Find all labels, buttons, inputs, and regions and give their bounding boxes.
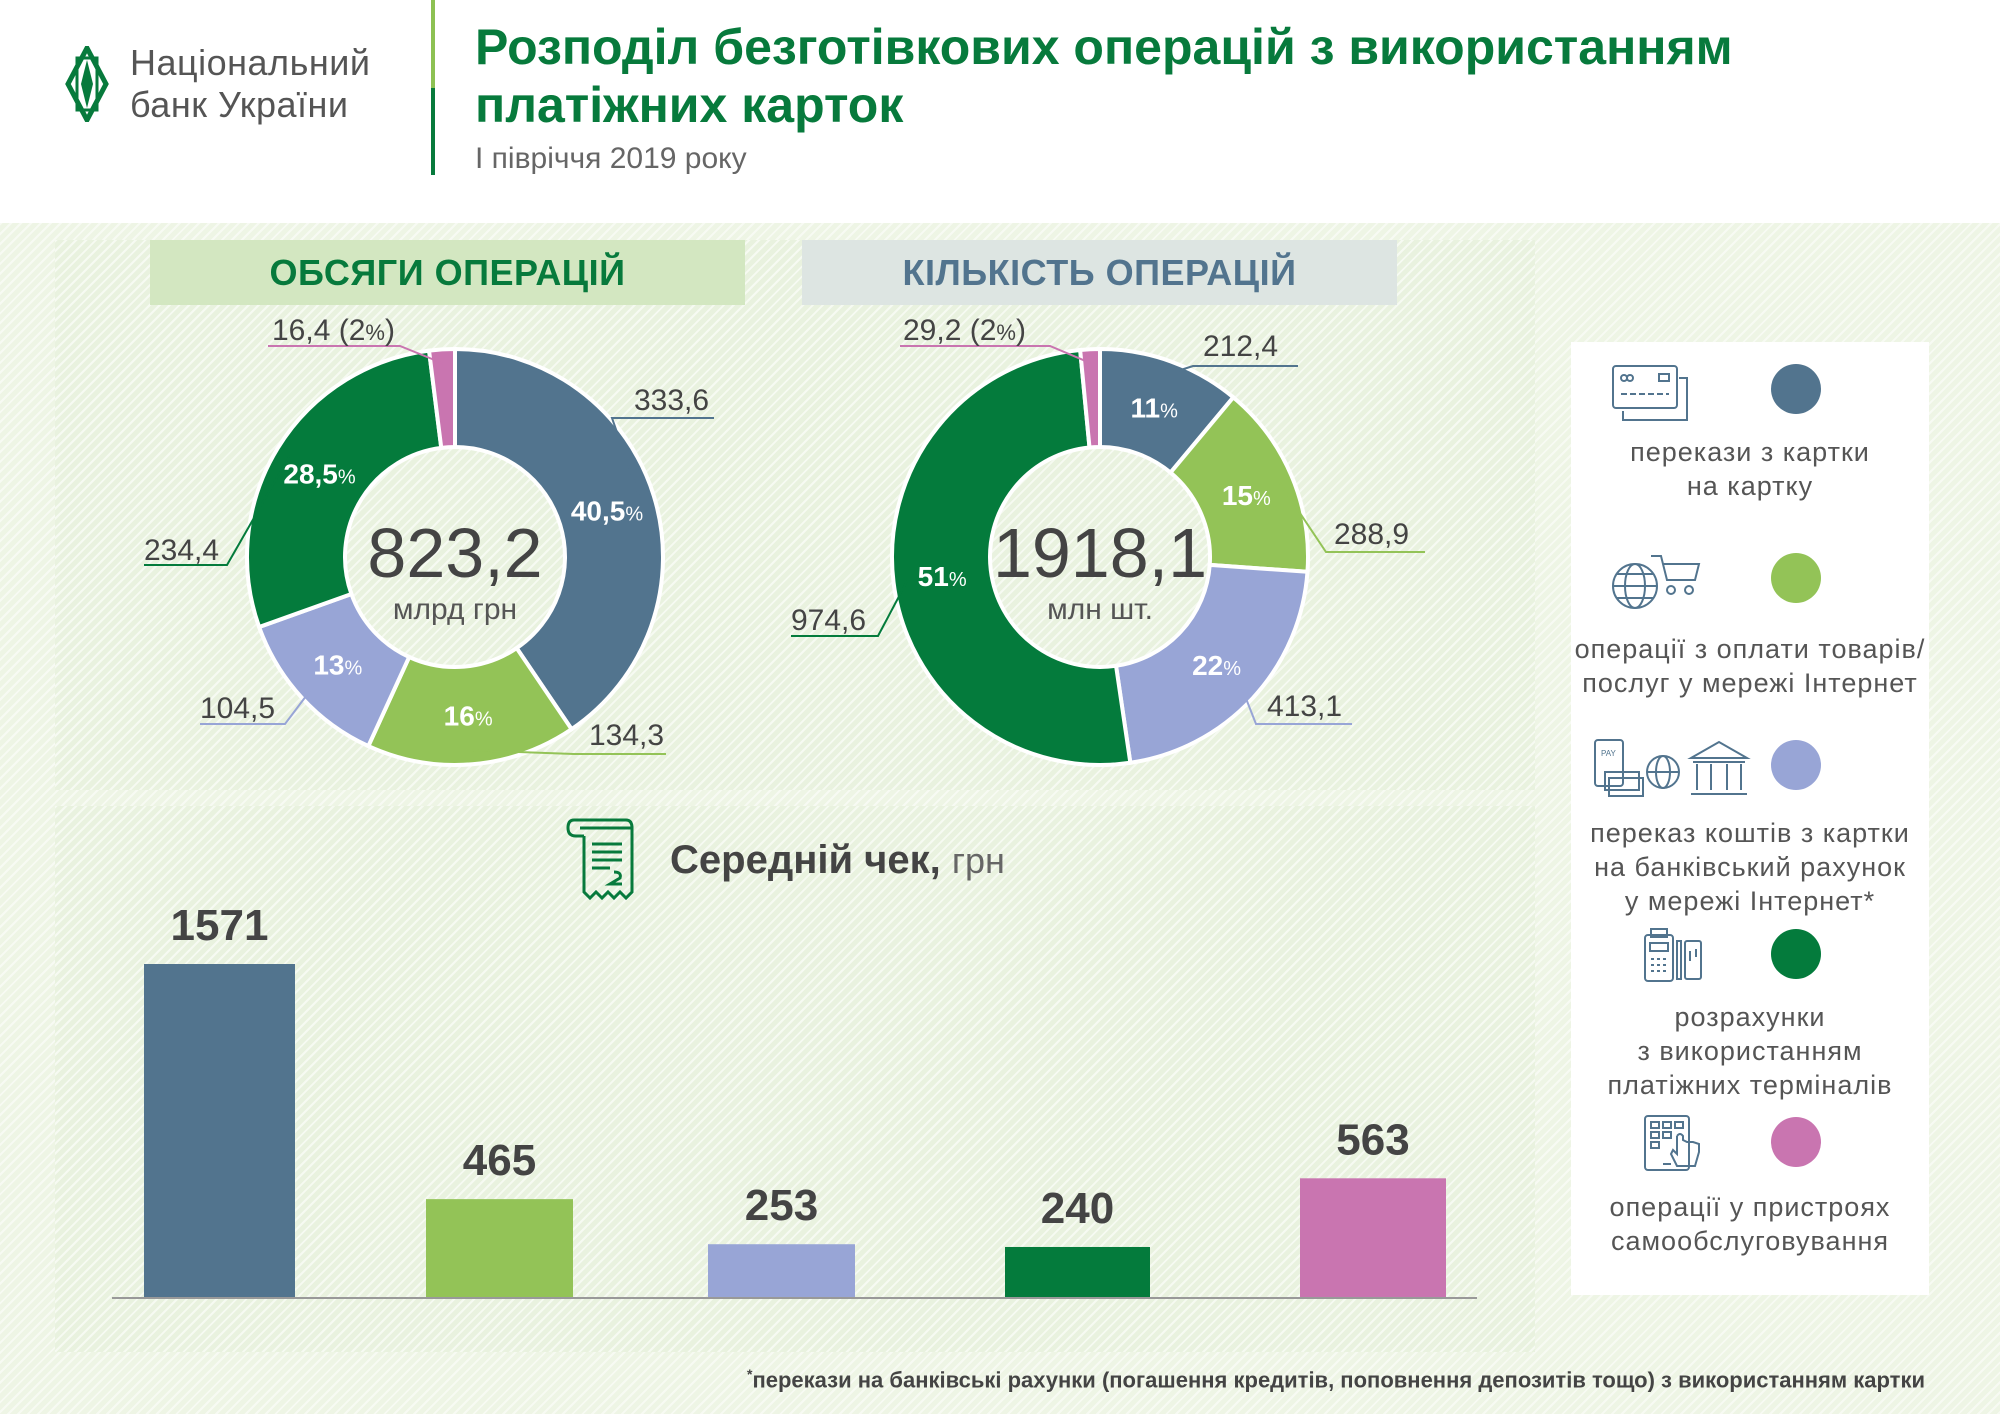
footnote-mark: * — [747, 1366, 753, 1382]
leader-line — [268, 345, 444, 365]
donut-chart-count: 212,411%288,915%413,122%974,651%29,2 (2%… — [791, 314, 1425, 767]
receipt-icon — [566, 818, 634, 901]
pay-globe-bank-icon: PAY — [1594, 739, 1751, 797]
legend-line: перекази з картки — [1630, 437, 1870, 467]
value-label: 974,6 — [791, 604, 866, 637]
donut-slice — [245, 348, 444, 630]
bar-value-label: 253 — [745, 1181, 818, 1230]
center-unit: млрд грн — [393, 593, 517, 626]
value-label: 29,2 (2%) — [903, 314, 1026, 347]
legend-line: операції з оплати товарів/ — [1574, 634, 1926, 664]
value-label: 288,9 — [1334, 518, 1409, 551]
footnote: *перекази на банківські рахунки (погашен… — [747, 1366, 1925, 1393]
legend-line: переказ коштів з картки — [1590, 818, 1910, 848]
donut-slice — [453, 346, 665, 732]
bar-value-label: 465 — [463, 1136, 536, 1185]
header: Національний банк України Розподіл безго… — [0, 0, 2000, 223]
legend-line: на картку — [1686, 471, 1814, 501]
legend-line: на банківський рахунок — [1594, 852, 1906, 882]
legend-label-internet-purchases: операції з оплати товарів/послуг у мереж… — [1571, 632, 1929, 700]
volume-section-title: ОБСЯГИ ОПЕРАЦІЙ — [150, 240, 745, 305]
globe-cart-icon — [1612, 555, 1701, 609]
credit-cards-icon — [1612, 365, 1688, 421]
avg-check-label: Середній чек, — [670, 838, 941, 882]
donut-slice — [889, 347, 1133, 767]
bar-value-label: 240 — [1041, 1184, 1114, 1233]
legend-dot-card-to-card — [1771, 364, 1821, 414]
bar — [144, 964, 295, 1298]
self-service-kiosk-icon — [1644, 1115, 1700, 1171]
avg-check-title: Середній чек, грн — [670, 838, 1005, 883]
bar — [1005, 1246, 1150, 1298]
legend-dot-self-service — [1771, 1117, 1821, 1167]
bar-value-label: 563 — [1336, 1115, 1409, 1164]
value-label: 134,3 — [589, 719, 664, 752]
page-title: Розподіл безготівкових операцій з викори… — [475, 18, 1733, 134]
center-total: 1918,1 — [993, 514, 1207, 592]
footnote-text: перекази на банківські рахунки (погашенн… — [752, 1367, 1925, 1393]
percent-label: 11% — [1130, 393, 1178, 424]
title-line1: Розподіл безготівкових операцій з викори… — [475, 19, 1733, 75]
bar — [426, 1199, 573, 1298]
leader-line — [610, 417, 714, 501]
bar — [1300, 1178, 1446, 1298]
value-label: 333,6 — [634, 384, 709, 417]
svg-text:PAY: PAY — [1601, 749, 1616, 758]
divider — [431, 0, 435, 175]
value-label: 413,1 — [1267, 690, 1342, 723]
value-label: 212,4 — [1203, 330, 1278, 363]
value-label: 104,5 — [200, 692, 275, 725]
legend-dot-terminals — [1771, 929, 1821, 979]
legend-label-self-service: операції у пристроях самообслуговування — [1571, 1190, 1929, 1258]
legend-dot-internet-purchases — [1771, 553, 1821, 603]
legend-label-card-to-card: перекази з картки на картку — [1571, 435, 1929, 503]
leader-line — [144, 454, 291, 566]
payment-terminal-icon — [1644, 928, 1702, 982]
legend-label-card-to-account: переказ коштів з картки на банківський ра… — [1571, 816, 1929, 918]
donut-slice — [1167, 394, 1310, 574]
title-line2: платіжних карток — [475, 77, 904, 133]
leader-line — [200, 687, 313, 725]
legend-line: самообслуговування — [1610, 1226, 1890, 1256]
donut-chart-volume: 333,640,5%134,316%104,513%234,428,5%16,4… — [144, 314, 714, 767]
bar-chart-average-check: 1571 465 253 240 563 — [112, 901, 1477, 1299]
legend-label-terminals: розрахунки з використанням платіжних термі… — [1571, 1000, 1929, 1102]
donut-slice — [1113, 562, 1310, 766]
bar — [708, 1244, 855, 1298]
value-label: 16,4 (2%) — [272, 314, 395, 347]
leader-line — [1277, 480, 1425, 553]
avg-check-unit: грн — [951, 840, 1005, 881]
nbu-logo-icon — [65, 46, 109, 122]
leader-line — [900, 345, 1092, 365]
donut-slice — [1077, 346, 1102, 450]
page-subtitle: І півріччя 2019 року — [475, 142, 747, 175]
leader-line — [1241, 688, 1352, 725]
legend-line: з використанням — [1637, 1036, 1863, 1066]
legend-line: послуг у мережі Інтернет — [1582, 668, 1918, 698]
bar-value-label: 1571 — [171, 901, 269, 950]
legend-line: операції у пристроях — [1609, 1192, 1891, 1222]
logo-line1: Національний — [130, 42, 371, 83]
legend-line: розрахунки — [1674, 1002, 1826, 1032]
legend: перекази з картки на картку операції з оп… — [1571, 342, 1929, 1295]
legend-line: платіжних терміналів — [1607, 1070, 1893, 1100]
logo-text: Національний банк України — [130, 42, 370, 126]
legend-dot-card-to-account — [1771, 740, 1821, 790]
percent-label: 28,5% — [283, 459, 356, 490]
legend-line: у мережі Інтернет* — [1624, 886, 1876, 916]
leader-line — [791, 579, 909, 637]
donut-slice — [426, 346, 457, 451]
leader-line — [1165, 365, 1298, 376]
center-unit: млн шт. — [1047, 593, 1153, 626]
leader-line — [471, 749, 666, 755]
value-label: 234,4 — [144, 534, 219, 567]
divider-accent — [431, 88, 435, 175]
logo-line2: банк України — [130, 84, 349, 125]
donut-slice — [365, 645, 575, 767]
count-section-title: КІЛЬКІСТЬ ОПЕРАЦІЙ — [802, 240, 1397, 305]
center-total: 823,2 — [367, 514, 542, 592]
